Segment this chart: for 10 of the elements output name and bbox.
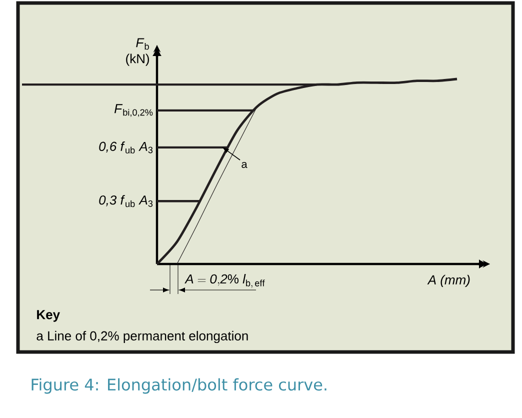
caption: Figure 4: Elongation/bolt force curve. xyxy=(32,378,326,394)
annotation: a xyxy=(242,162,248,168)
text: a Line of 0,2% permanent elongation xyxy=(36,330,248,344)
x-axis-title: A (mm) xyxy=(427,274,470,288)
ref-line-label: 0,3 f$_{ub}$ A$_{3}$ xyxy=(99,195,153,208)
text: Key xyxy=(37,310,60,322)
text: $\mathit{A = 0{,}2\%\ l}_{\mathrm{b,\,eff}}$ xyxy=(184,274,265,288)
y-axis-title: F$_{b}$ (kN) xyxy=(126,38,149,66)
ref-line-label: F$_{bi,0,2%}$ xyxy=(114,104,153,117)
ref-line-label: 0,6 f$_{ub}$ A$_{3}$ xyxy=(99,141,153,154)
